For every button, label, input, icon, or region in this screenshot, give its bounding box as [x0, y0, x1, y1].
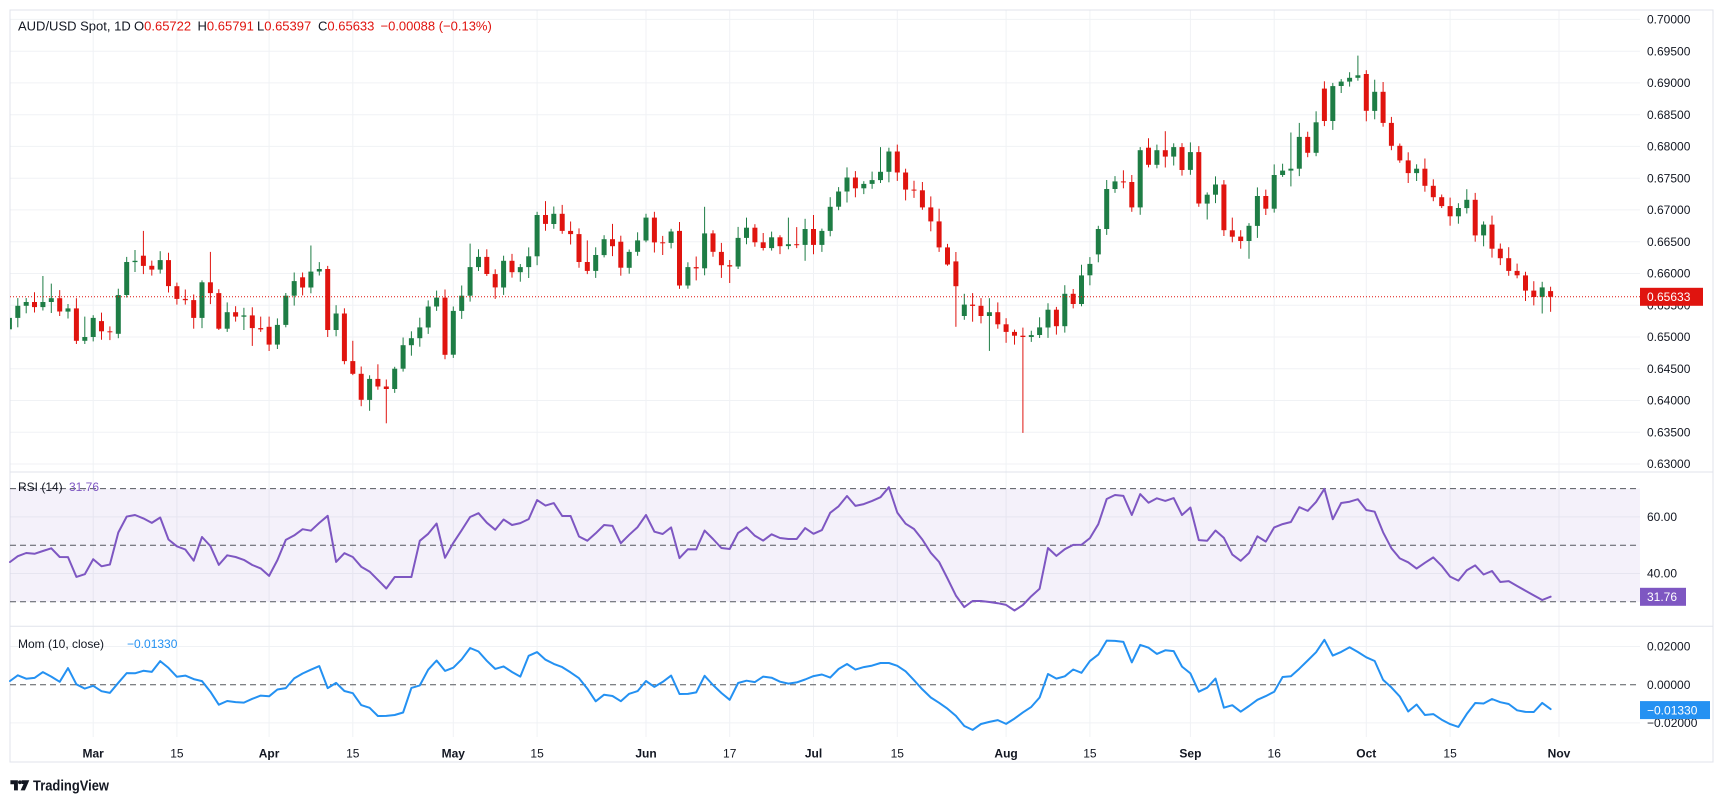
svg-text:0.68000: 0.68000: [1647, 140, 1691, 154]
svg-text:0.65000: 0.65000: [1647, 330, 1691, 344]
svg-text:−0.01330: −0.01330: [127, 637, 178, 651]
svg-text:0.68500: 0.68500: [1647, 108, 1691, 122]
svg-text:15: 15: [891, 747, 905, 761]
svg-text:−0.02000: −0.02000: [1647, 716, 1698, 730]
svg-text:L0.65397: L0.65397: [257, 18, 311, 33]
svg-text:0.64000: 0.64000: [1647, 394, 1691, 408]
svg-text:Jun: Jun: [635, 747, 656, 761]
svg-text:15: 15: [1443, 747, 1457, 761]
svg-text:−0.01330: −0.01330: [1647, 703, 1698, 717]
svg-text:H0.65791: H0.65791: [198, 18, 254, 33]
svg-text:0.67000: 0.67000: [1647, 203, 1691, 217]
svg-text:C0.65633: C0.65633: [318, 18, 374, 33]
svg-text:15: 15: [530, 747, 544, 761]
svg-text:0.63500: 0.63500: [1647, 425, 1691, 439]
svg-text:16: 16: [1268, 747, 1282, 761]
svg-text:15: 15: [1083, 747, 1097, 761]
svg-text:15: 15: [346, 747, 360, 761]
svg-text:0.64500: 0.64500: [1647, 362, 1691, 376]
svg-text:0.00000: 0.00000: [1647, 678, 1691, 692]
svg-text:Jul: Jul: [805, 747, 822, 761]
svg-text:O0.65722: O0.65722: [134, 18, 191, 33]
svg-text:Mar: Mar: [83, 747, 105, 761]
svg-text:40.00: 40.00: [1647, 567, 1677, 581]
svg-text:31.76: 31.76: [1647, 590, 1677, 604]
svg-text:0.66500: 0.66500: [1647, 235, 1691, 249]
svg-text:0.67500: 0.67500: [1647, 171, 1691, 185]
svg-text:0.02000: 0.02000: [1647, 640, 1691, 654]
svg-text:TradingView: TradingView: [33, 778, 109, 795]
svg-text:0.69500: 0.69500: [1647, 44, 1691, 58]
svg-text:Apr: Apr: [259, 747, 280, 761]
svg-text:0.66000: 0.66000: [1647, 267, 1691, 281]
svg-text:0.70000: 0.70000: [1647, 13, 1691, 27]
svg-text:17: 17: [723, 747, 737, 761]
svg-text:Mom (10, close): Mom (10, close): [18, 637, 104, 651]
svg-text:Aug: Aug: [994, 747, 1017, 761]
svg-text:31.76: 31.76: [69, 480, 99, 494]
svg-text:0.69000: 0.69000: [1647, 76, 1691, 90]
svg-text:−0.00088 (−0.13%): −0.00088 (−0.13%): [381, 18, 492, 33]
svg-text:AUD/USD Spot, 1D: AUD/USD Spot, 1D: [18, 18, 131, 33]
svg-text:RSI (14): RSI (14): [18, 480, 63, 494]
svg-text:May: May: [442, 747, 466, 761]
svg-text:Sep: Sep: [1179, 747, 1201, 761]
svg-text:Nov: Nov: [1548, 747, 1571, 761]
svg-text:15: 15: [170, 747, 184, 761]
svg-text:60.00: 60.00: [1647, 510, 1677, 524]
svg-text:0.65633: 0.65633: [1647, 290, 1691, 304]
svg-text:0.63000: 0.63000: [1647, 457, 1691, 471]
svg-text:Oct: Oct: [1356, 747, 1376, 761]
